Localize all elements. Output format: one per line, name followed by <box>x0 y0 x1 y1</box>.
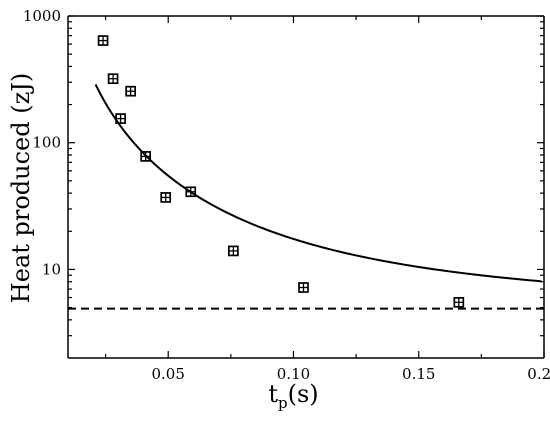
data-point-marker <box>185 186 197 198</box>
y-tick-label: 100 <box>32 134 61 152</box>
y-tick-label: 10 <box>42 260 61 278</box>
x-tick-label: 0.05 <box>152 365 185 383</box>
data-point-marker <box>298 282 309 293</box>
fit-curve <box>94 83 542 283</box>
data-point-marker <box>453 296 465 308</box>
y-tick-label: 1000 <box>23 7 61 25</box>
data-point-marker <box>115 113 126 124</box>
x-tick-label: 0.15 <box>402 365 435 383</box>
data-point-marker <box>140 151 152 162</box>
data-point-marker <box>107 73 119 85</box>
axes: 0.05 0.10 0.15 0.20 10 100 1000 <box>23 7 550 383</box>
y-axis-title: Heat produced (zJ) <box>7 73 35 303</box>
x-axis-title: tp(s) <box>268 380 318 412</box>
data-point-marker <box>125 85 136 97</box>
x-tick-label: 0.10 <box>277 365 310 383</box>
data-point-marker <box>97 35 109 46</box>
data-point-marker <box>227 245 239 257</box>
data-point-marker <box>160 192 172 203</box>
x-tick-label: 0.20 <box>527 365 550 383</box>
